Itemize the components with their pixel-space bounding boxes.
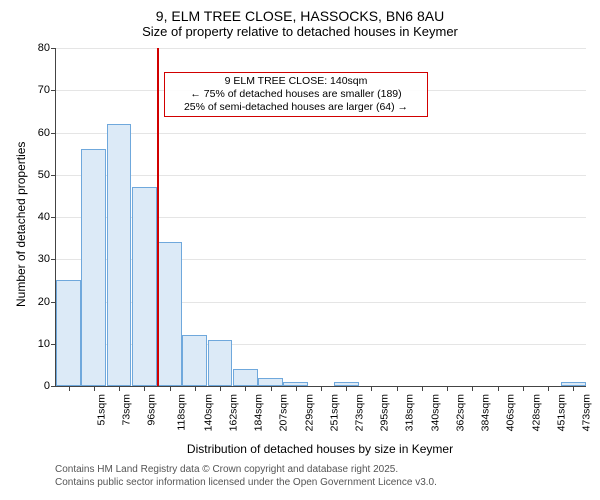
histogram-bar (107, 124, 132, 386)
xtick-mark (573, 386, 574, 391)
xtick-label: 140sqm (202, 394, 214, 431)
chart-container: 9, ELM TREE CLOSE, HASSOCKS, BN6 8AU Siz… (0, 0, 600, 500)
xtick-mark (94, 386, 95, 391)
xtick-label: 451sqm (555, 394, 567, 431)
xtick-label: 73sqm (120, 394, 132, 426)
ytick-label: 20 (38, 296, 56, 308)
xtick-label: 229sqm (303, 394, 315, 431)
xtick-label: 207sqm (278, 394, 290, 431)
histogram-bar (208, 340, 233, 386)
ytick-label: 80 (38, 42, 56, 54)
histogram-bar (132, 187, 157, 386)
annotation-line: 25% of semi-detached houses are larger (… (170, 101, 422, 114)
xtick-mark (371, 386, 372, 391)
xtick-mark (447, 386, 448, 391)
xtick-mark (245, 386, 246, 391)
xtick-label: 428sqm (530, 394, 542, 431)
xtick-label: 51sqm (95, 394, 107, 426)
xtick-label: 406sqm (505, 394, 517, 431)
plot-area: 0102030405060708051sqm73sqm96sqm118sqm14… (55, 48, 586, 387)
x-axis-label: Distribution of detached houses by size … (55, 442, 585, 456)
gridline (56, 175, 586, 176)
annotation-box: 9 ELM TREE CLOSE: 140sqm← 75% of detache… (164, 72, 428, 117)
histogram-bar (182, 335, 207, 386)
xtick-label: 251sqm (328, 394, 340, 431)
y-axis-label: Number of detached properties (14, 142, 28, 307)
xtick-label: 318sqm (404, 394, 416, 431)
ytick-label: 30 (38, 253, 56, 265)
xtick-mark (296, 386, 297, 391)
xtick-mark (220, 386, 221, 391)
xtick-label: 340sqm (429, 394, 441, 431)
gridline (56, 48, 586, 49)
xtick-mark (69, 386, 70, 391)
ytick-label: 0 (44, 380, 56, 392)
reference-line (157, 48, 159, 386)
xtick-mark (195, 386, 196, 391)
xtick-mark (523, 386, 524, 391)
ytick-label: 10 (38, 338, 56, 350)
footnote-1: Contains HM Land Registry data © Crown c… (55, 464, 398, 475)
xtick-mark (472, 386, 473, 391)
xtick-mark (321, 386, 322, 391)
xtick-label: 362sqm (454, 394, 466, 431)
xtick-label: 473sqm (581, 394, 593, 431)
ytick-label: 50 (38, 169, 56, 181)
histogram-bar (233, 369, 258, 386)
histogram-bar (258, 378, 283, 386)
xtick-label: 96sqm (146, 394, 158, 426)
xtick-mark (498, 386, 499, 391)
annotation-line: ← 75% of detached houses are smaller (18… (170, 88, 422, 101)
xtick-mark (271, 386, 272, 391)
histogram-bar (157, 242, 182, 386)
histogram-bar (81, 149, 106, 386)
chart-title: 9, ELM TREE CLOSE, HASSOCKS, BN6 8AU (0, 0, 600, 24)
xtick-label: 118sqm (176, 394, 188, 431)
xtick-label: 162sqm (227, 394, 239, 431)
xtick-mark (548, 386, 549, 391)
xtick-label: 384sqm (480, 394, 492, 431)
xtick-label: 295sqm (379, 394, 391, 431)
ytick-label: 40 (38, 211, 56, 223)
annotation-line: 9 ELM TREE CLOSE: 140sqm (170, 75, 422, 88)
histogram-bar (56, 280, 81, 386)
footnote-2: Contains public sector information licen… (55, 477, 437, 488)
xtick-label: 273sqm (353, 394, 365, 431)
xtick-mark (346, 386, 347, 391)
xtick-label: 184sqm (252, 394, 264, 431)
chart-subtitle: Size of property relative to detached ho… (0, 24, 600, 45)
xtick-mark (397, 386, 398, 391)
xtick-mark (422, 386, 423, 391)
xtick-mark (119, 386, 120, 391)
ytick-label: 70 (38, 84, 56, 96)
xtick-mark (170, 386, 171, 391)
xtick-mark (144, 386, 145, 391)
ytick-label: 60 (38, 127, 56, 139)
gridline (56, 133, 586, 134)
